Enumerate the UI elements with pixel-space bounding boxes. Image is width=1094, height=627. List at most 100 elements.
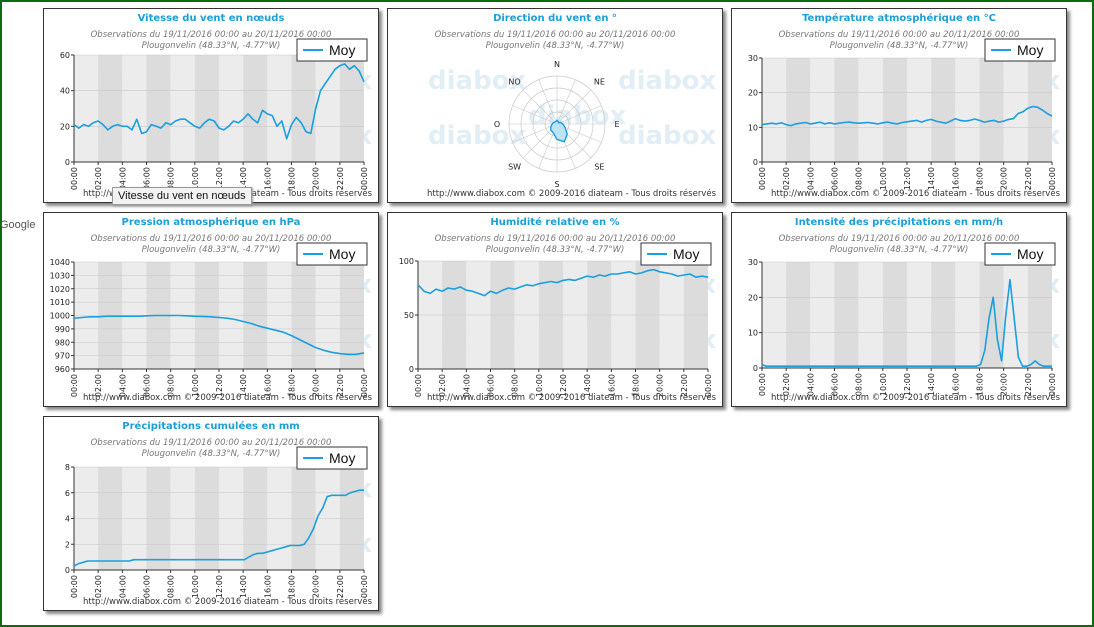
x-tick-label: 00:00: [360, 374, 369, 397]
series-line-moy[interactable]: [73, 63, 365, 140]
chart-footer: http://www.diabox.com © 2009-2016 diatea…: [771, 393, 1060, 403]
humidity-chart-panel[interactable]: diaboxdiaboxdiaboxdiaboxdiabox05010000:0…: [387, 212, 723, 407]
time-band: [882, 262, 907, 368]
time-band: [315, 55, 340, 162]
y-tick-label: 0: [409, 365, 414, 374]
x-tick-label: 00:00: [704, 374, 713, 397]
x-tick-label: 16:00: [263, 374, 272, 397]
y-tick-label: 8: [65, 463, 70, 472]
time-band: [858, 58, 883, 162]
time-band: [170, 55, 195, 162]
x-tick-label: 02:00: [94, 575, 103, 598]
y-tick-label: 970: [55, 352, 70, 361]
plot-area: 0 20 40 60 00:00 02:00 04:00 06:00 08:00 10:00 12:…: [60, 51, 369, 190]
chart-footer: http://www.diabox.com © 2009-2016 diatea…: [83, 597, 372, 607]
y-tick-label: 20: [748, 89, 758, 98]
x-tick-label: 20:00: [312, 575, 321, 598]
chart-observation-period: Observations du 19/11/2016 00:00 au 20/1…: [90, 234, 332, 244]
chart-footer: http://www.diabox.com © 2009-2016 diatea…: [427, 393, 716, 403]
pressure-chart-panel[interactable]: diaboxdiaboxdiaboxdiaboxdiabox9609709809…: [43, 212, 379, 407]
legend-box: [984, 242, 1056, 266]
x-tick-label: 10:00: [191, 575, 200, 598]
time-band: [931, 58, 956, 162]
radar-spoke: [512, 105, 558, 125]
x-tick-label: 06:00: [143, 374, 152, 397]
watermark: diabox: [618, 121, 717, 151]
wind-direction-chart-panel[interactable]: diabox diabox diabox diabox diabox N NE E SE S SW O…: [387, 8, 723, 203]
time-band: [1027, 262, 1052, 368]
x-tick-label: 16:00: [951, 373, 960, 396]
x-tick-label: 00:00: [1048, 373, 1057, 396]
x-tick-label: 02:00: [782, 167, 791, 190]
x-tick-label: 04:00: [118, 575, 127, 598]
y-tick-label: 100: [399, 257, 414, 266]
direction-label: E: [614, 120, 619, 129]
time-band: [98, 55, 123, 162]
y-tick-label: 40: [60, 87, 70, 96]
series-line-moy[interactable]: [73, 314, 365, 356]
time-band: [291, 55, 316, 162]
series-line-moy[interactable]: [73, 489, 364, 567]
y-tick-label: 0: [753, 364, 758, 373]
chart-location: Plougonvelin (48.33°N, -4.77°W): [485, 41, 625, 51]
radar-spoke: [556, 79, 576, 125]
x-tick-label: 02:00: [438, 374, 447, 397]
watermark: diabox: [528, 101, 627, 131]
y-tick-label: 0: [753, 158, 758, 167]
x-tick-label: 18:00: [288, 374, 297, 397]
x-tick-label: 00:00: [360, 167, 369, 190]
direction-polygon-moy[interactable]: [550, 119, 568, 143]
temperature-chart-panel[interactable]: diaboxdiaboxdiaboxdiaboxdiabox010203000:…: [731, 8, 1067, 203]
radar-spoke: [522, 89, 558, 125]
chart-footer: http://www.diabox.com © 2009-2016 diatea…: [83, 393, 372, 403]
x-tick-label: 18:00: [632, 374, 641, 397]
precip-intensity-chart-svg: diaboxdiaboxdiaboxdiaboxdiabox010203000:…: [748, 242, 1061, 396]
x-tick-label: 12:00: [215, 167, 224, 190]
radar-spoke: [556, 105, 602, 125]
x-tick-label: 00:00: [70, 575, 79, 598]
x-tick-label: 16:00: [263, 167, 272, 190]
google-label: Google: [0, 219, 36, 231]
x-tick-label: 04:00: [806, 373, 815, 396]
wind-speed-chart-svg: diaboxdiaboxdiaboxdiaboxdiabox020406000:…: [60, 38, 373, 190]
legend: Moy: [640, 242, 712, 266]
time-band: [810, 58, 835, 162]
precip-intensity-chart-panel[interactable]: diaboxdiaboxdiaboxdiaboxdiabox010203000:…: [731, 212, 1067, 407]
chart-footer: http://www.diabox.com © 2009-2016 diatea…: [771, 189, 1060, 199]
x-tick-label: 12:00: [215, 575, 224, 598]
time-band: [907, 262, 932, 368]
x-tick-label: 22:00: [1024, 373, 1033, 396]
x-tick-label: 06:00: [831, 167, 840, 190]
y-tick-label: 30: [748, 54, 758, 63]
series-line-moy[interactable]: [417, 268, 709, 297]
x-tick-label: 08:00: [167, 575, 176, 598]
chart-title: Direction du vent en °: [493, 13, 617, 24]
x-tick-label: 14:00: [927, 167, 936, 190]
x-tick-label: 14:00: [239, 374, 248, 397]
legend-label: Moy: [1017, 42, 1043, 58]
series-line-moy[interactable]: [761, 105, 1053, 127]
x-tick-label: 20:00: [1000, 167, 1009, 190]
y-tick-label: 20: [60, 122, 70, 131]
pressure-chart-svg: diaboxdiaboxdiaboxdiaboxdiabox9609709809…: [50, 242, 373, 397]
time-band: [979, 58, 1004, 162]
x-tick-label: 02:00: [94, 167, 103, 190]
time-band: [339, 55, 364, 162]
x-tick-label: 20:00: [312, 167, 321, 190]
precip-cumulative-chart-panel[interactable]: diaboxdiaboxdiaboxdiaboxdiabox0246800:00…: [43, 416, 379, 611]
time-band: [931, 262, 956, 368]
legend: Moy: [296, 242, 368, 266]
wind-speed-chart-panel[interactable]: diaboxdiaboxdiaboxdiaboxdiabox020406000:…: [43, 8, 379, 203]
chart-title: Pression atmosphérique en hPa: [121, 217, 301, 228]
chart-location: Plougonvelin (48.33°N, -4.77°W): [141, 245, 281, 255]
x-tick-label: 06:00: [143, 167, 152, 190]
x-tick-label: 18:00: [976, 373, 985, 396]
x-tick-label: 00:00: [1048, 167, 1057, 190]
series-line-moy[interactable]: [761, 278, 1052, 367]
x-tick-label: 22:00: [336, 167, 345, 190]
x-tick-label: 06:00: [831, 373, 840, 396]
chart-location: Plougonvelin (48.33°N, -4.77°W): [141, 41, 281, 51]
x-tick-label: 12:00: [215, 374, 224, 397]
chart-location: Plougonvelin (48.33°N, -4.77°W): [829, 41, 969, 51]
